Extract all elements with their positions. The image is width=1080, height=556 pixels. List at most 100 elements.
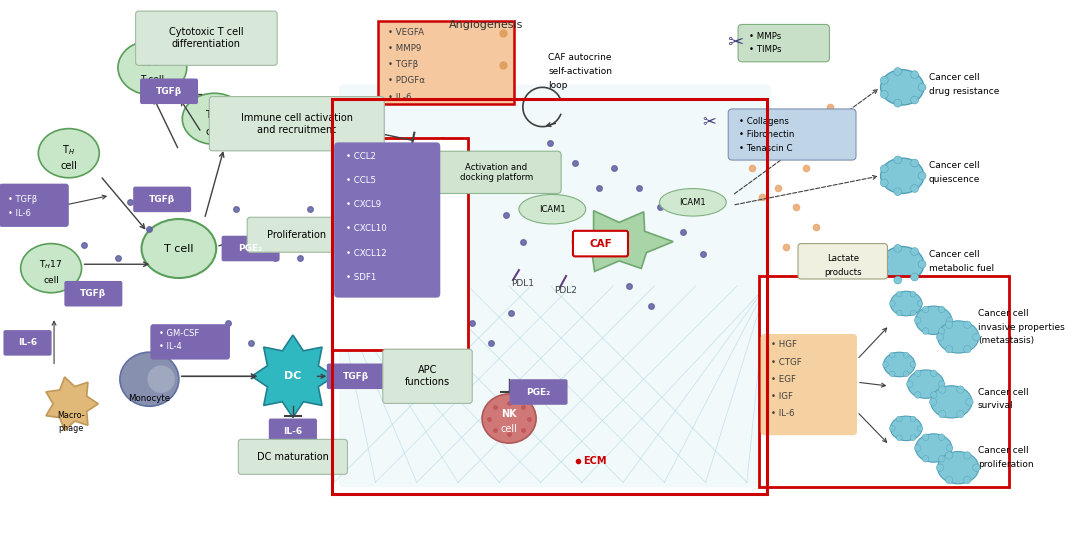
Text: • VEGFA: • VEGFA (388, 28, 424, 37)
Circle shape (910, 273, 918, 281)
Ellipse shape (880, 70, 923, 105)
Circle shape (896, 310, 902, 316)
FancyBboxPatch shape (382, 349, 472, 404)
Circle shape (910, 71, 918, 78)
FancyBboxPatch shape (210, 97, 384, 151)
Circle shape (918, 83, 926, 91)
Ellipse shape (141, 219, 216, 278)
Circle shape (963, 321, 971, 329)
Text: loop: loop (549, 81, 568, 90)
Circle shape (880, 254, 888, 261)
Text: PDL2: PDL2 (554, 286, 577, 295)
Text: Macro-: Macro- (57, 411, 84, 420)
Text: cell: cell (60, 161, 78, 171)
Text: TGFβ: TGFβ (80, 289, 107, 298)
Circle shape (936, 464, 944, 471)
Circle shape (894, 100, 902, 107)
Circle shape (894, 188, 902, 196)
Text: TGFβ: TGFβ (342, 372, 369, 381)
Circle shape (910, 247, 918, 255)
Circle shape (917, 425, 922, 431)
Circle shape (931, 391, 937, 398)
Text: T$_H$: T$_H$ (63, 143, 76, 157)
Circle shape (963, 345, 971, 353)
Text: T cell: T cell (164, 244, 193, 254)
Circle shape (939, 434, 945, 440)
FancyBboxPatch shape (333, 138, 468, 350)
Ellipse shape (880, 246, 923, 282)
Text: • MMP9: • MMP9 (388, 44, 421, 53)
Text: • TGFβ: • TGFβ (388, 60, 418, 70)
Text: • IGF: • IGF (771, 392, 794, 401)
Text: • IL-6: • IL-6 (771, 409, 795, 418)
Circle shape (894, 245, 902, 252)
Text: • CCL5: • CCL5 (346, 176, 376, 185)
Circle shape (918, 172, 926, 180)
Circle shape (915, 391, 921, 398)
Circle shape (922, 455, 929, 462)
Text: proliferation: proliferation (977, 460, 1034, 469)
Circle shape (890, 301, 895, 306)
Circle shape (922, 328, 929, 334)
Circle shape (945, 476, 953, 484)
Text: • TIMPs: • TIMPs (748, 46, 781, 54)
Text: Proliferation: Proliferation (267, 230, 326, 240)
Text: ✂: ✂ (727, 33, 743, 52)
FancyBboxPatch shape (133, 187, 191, 212)
FancyBboxPatch shape (510, 379, 568, 405)
Circle shape (910, 416, 916, 422)
Circle shape (945, 451, 953, 459)
Text: ✂: ✂ (703, 112, 716, 130)
Text: TGFβ: TGFβ (149, 195, 175, 204)
Circle shape (957, 410, 964, 418)
Text: • CXCL9: • CXCL9 (346, 200, 381, 209)
Circle shape (880, 165, 888, 172)
Circle shape (894, 156, 902, 164)
FancyBboxPatch shape (65, 281, 122, 306)
Ellipse shape (916, 434, 951, 462)
Text: survival: survival (977, 401, 1013, 410)
Text: cell: cell (43, 276, 59, 285)
Ellipse shape (916, 306, 951, 335)
Ellipse shape (21, 244, 82, 293)
Circle shape (910, 185, 918, 192)
Circle shape (880, 267, 888, 275)
Text: metabolic fuel: metabolic fuel (929, 264, 994, 272)
Circle shape (946, 317, 953, 324)
Circle shape (890, 353, 895, 358)
FancyBboxPatch shape (0, 183, 69, 227)
FancyBboxPatch shape (378, 21, 514, 104)
FancyBboxPatch shape (759, 276, 1010, 487)
Circle shape (922, 306, 929, 312)
Circle shape (963, 476, 971, 484)
Text: cell: cell (206, 127, 222, 137)
Circle shape (939, 306, 945, 312)
Circle shape (936, 333, 944, 341)
Circle shape (957, 386, 964, 393)
Circle shape (910, 291, 916, 297)
Text: • SDF1: • SDF1 (346, 273, 376, 282)
Text: IL-6: IL-6 (18, 339, 37, 348)
FancyBboxPatch shape (140, 78, 198, 104)
Text: DC: DC (284, 371, 301, 381)
Text: T$_H$17: T$_H$17 (39, 259, 63, 271)
Ellipse shape (147, 365, 175, 393)
Circle shape (890, 371, 895, 376)
Circle shape (910, 435, 916, 440)
Text: PDL1: PDL1 (511, 280, 535, 289)
Text: • IL-6: • IL-6 (388, 93, 411, 102)
Text: CD8$^+$: CD8$^+$ (139, 57, 165, 68)
Text: ECM: ECM (583, 456, 606, 466)
FancyBboxPatch shape (339, 85, 771, 487)
Ellipse shape (883, 352, 915, 377)
Text: invasive properties: invasive properties (977, 322, 1065, 331)
Text: Cancer cell: Cancer cell (977, 309, 1028, 318)
Text: Cancer cell: Cancer cell (929, 73, 980, 82)
Text: DC maturation: DC maturation (257, 452, 328, 462)
Ellipse shape (931, 386, 972, 418)
Ellipse shape (937, 321, 978, 353)
Text: Cancer cell: Cancer cell (977, 446, 1028, 455)
Text: • PDGFα: • PDGFα (388, 77, 426, 86)
Text: • IL-6: • IL-6 (8, 208, 30, 217)
Circle shape (918, 260, 926, 268)
